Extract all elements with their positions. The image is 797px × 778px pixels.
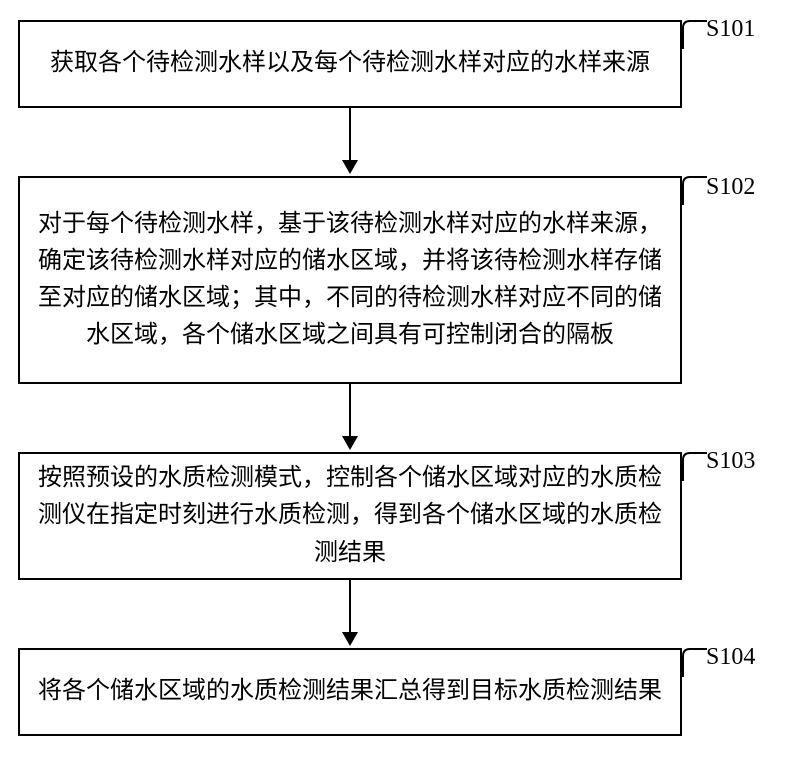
arrow-shaft <box>349 580 351 632</box>
step-box-s103: 按照预设的水质检测模式，控制各个储水区域对应的水质检测仪在指定时刻进行水质检测，… <box>18 452 682 580</box>
step-label-s104: S104 <box>706 644 755 671</box>
arrow-s101-s102 <box>342 108 358 174</box>
flowchart-canvas: 获取各个待检测水样以及每个待检测水样对应的水样来源 S101 对于每个待检测水样，基… <box>0 0 797 778</box>
step-label-s103: S103 <box>706 448 755 475</box>
arrow-shaft <box>349 384 351 436</box>
step-label-s102: S102 <box>706 174 755 201</box>
step-box-s104: 将各个储水区域的水质检测结果汇总得到目标水质检测结果 <box>18 648 682 736</box>
arrow-head-icon <box>342 632 358 646</box>
step-bracket-s103 <box>682 452 708 482</box>
arrow-head-icon <box>342 436 358 450</box>
arrow-shaft <box>349 108 351 160</box>
step-text-s101: 获取各个待检测水样以及每个待检测水样对应的水样来源 <box>34 45 666 82</box>
step-bracket-s104 <box>682 648 708 678</box>
step-bracket-s101 <box>682 20 708 50</box>
step-bracket-s102 <box>682 176 708 206</box>
arrow-head-icon <box>342 160 358 174</box>
step-text-s102: 对于每个待检测水样，基于该待检测水样对应的水样来源，确定该待检测水样对应的储水区… <box>34 206 666 355</box>
arrow-s102-s103 <box>342 384 358 450</box>
step-box-s102: 对于每个待检测水样，基于该待检测水样对应的水样来源，确定该待检测水样对应的储水区… <box>18 176 682 384</box>
arrow-s103-s104 <box>342 580 358 646</box>
step-label-s101: S101 <box>706 16 755 43</box>
step-box-s101: 获取各个待检测水样以及每个待检测水样对应的水样来源 <box>18 20 682 108</box>
step-text-s103: 按照预设的水质检测模式，控制各个储水区域对应的水质检测仪在指定时刻进行水质检测，… <box>34 460 666 572</box>
step-text-s104: 将各个储水区域的水质检测结果汇总得到目标水质检测结果 <box>34 673 666 710</box>
